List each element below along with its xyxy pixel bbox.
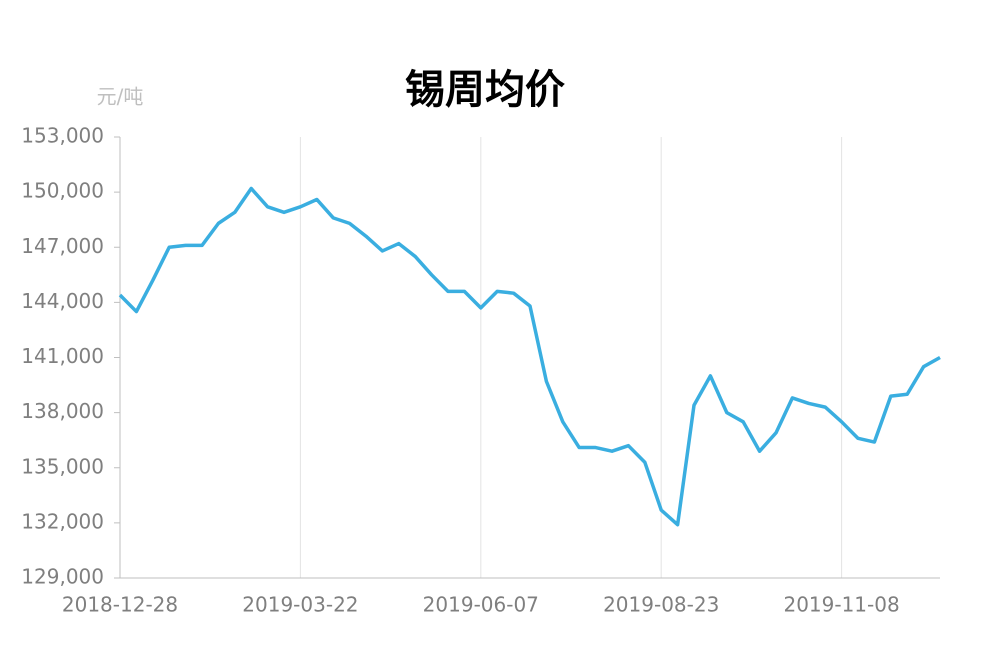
x-tick-label: 2019-08-23 <box>603 593 719 617</box>
y-unit: 元/吨 <box>97 85 144 109</box>
y-tick-label: 144,000 <box>21 289 104 313</box>
y-tick-label: 153,000 <box>21 124 104 148</box>
x-tick-label: 2019-03-22 <box>242 593 358 617</box>
x-tick-label: 2019-06-07 <box>423 593 539 617</box>
y-tick-label: 129,000 <box>21 565 104 589</box>
y-tick-label: 150,000 <box>21 179 104 203</box>
y-tick-label: 138,000 <box>21 399 104 423</box>
x-tick-label: 2019-11-08 <box>783 593 899 617</box>
x-tick-label: 2018-12-28 <box>62 593 178 617</box>
y-tick-label: 147,000 <box>21 234 104 258</box>
line-series <box>118 186 941 527</box>
y-tick-label: 141,000 <box>21 344 104 368</box>
chart-title: 锡周均价 <box>405 67 565 113</box>
y-tick-label: 135,000 <box>21 454 104 478</box>
y-tick-label: 132,000 <box>21 509 104 533</box>
